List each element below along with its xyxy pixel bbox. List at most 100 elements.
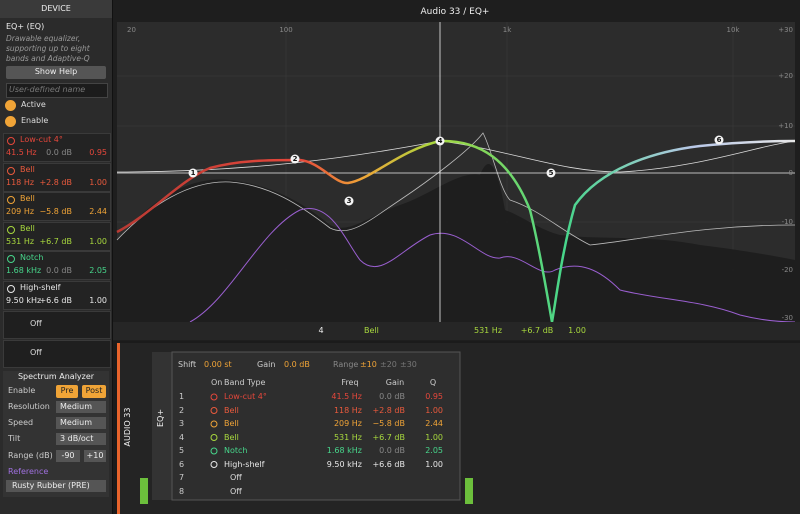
reference-select[interactable] <box>6 480 106 492</box>
row-type: High-shelf <box>224 459 265 469</box>
band-q: 2.44 <box>89 207 107 217</box>
band-gain: +2.8 dB <box>39 177 72 187</box>
analyzer-label: Tilt <box>8 434 21 443</box>
range-max-field[interactable] <box>84 450 106 462</box>
row-type: Off <box>230 486 242 496</box>
band-gain: +6.6 dB <box>39 296 72 305</box>
band-freq: 118 Hz <box>6 177 35 187</box>
band-type: High-shelf <box>20 283 61 292</box>
name-input[interactable] <box>6 83 108 98</box>
band-box[interactable] <box>3 133 111 162</box>
db-label: 0 <box>788 169 793 177</box>
range-option: ±20 <box>380 360 397 369</box>
band-type: Bell <box>20 223 35 233</box>
row-freq: 209 Hz <box>333 419 362 428</box>
enable-toggle[interactable] <box>5 116 16 127</box>
band-q: 1.00 <box>89 296 107 305</box>
band-marker-label: 3 <box>346 197 352 205</box>
speed-select[interactable] <box>56 417 106 429</box>
band-power[interactable] <box>7 285 15 293</box>
range-label: Range <box>333 360 359 369</box>
band-marker-label: 2 <box>292 155 298 163</box>
band-gain: 0.0 dB <box>46 148 72 157</box>
selected-q: 1.00 <box>568 326 586 335</box>
band-marker-label: 5 <box>548 169 554 177</box>
band-freq: 209 Hz <box>6 207 35 217</box>
row-q: 1.00 <box>425 432 443 442</box>
row-power <box>210 434 218 441</box>
pre-button[interactable] <box>56 385 78 398</box>
band-box[interactable] <box>3 221 111 251</box>
band-box[interactable] <box>3 162 111 192</box>
band-box[interactable] <box>3 310 111 339</box>
band-marker <box>435 136 445 146</box>
row-type: Notch <box>224 446 248 455</box>
post-button[interactable] <box>82 385 106 398</box>
enable-label: Enable <box>21 116 49 125</box>
row-number: 2 <box>179 405 185 415</box>
selected-gain: +6.7 dB <box>520 326 554 335</box>
track-accent <box>117 343 120 514</box>
row-q: 1.00 <box>425 405 443 415</box>
band-type: Bell <box>20 164 35 174</box>
band-power[interactable] <box>7 255 15 264</box>
row-type: Low-cut 4° <box>224 392 267 401</box>
column-header: Band Type <box>224 378 266 387</box>
resolution-select[interactable] <box>56 401 106 413</box>
band-box[interactable] <box>3 251 111 281</box>
range-max: +10 <box>86 451 104 460</box>
row-q: 0.95 <box>425 392 443 401</box>
analyzer-line <box>189 207 796 323</box>
band-q: 2.05 <box>89 266 107 276</box>
band-power[interactable] <box>7 137 15 145</box>
row-number: 1 <box>179 392 185 401</box>
analyzer-label: Enable <box>8 386 36 395</box>
column-header: Gain <box>385 378 405 387</box>
range-option: ±30 <box>400 360 417 369</box>
band-freq: 41.5 Hz <box>6 148 37 157</box>
band-q: 1.00 <box>89 177 107 187</box>
range-min-field[interactable] <box>56 450 80 462</box>
band-power[interactable] <box>7 166 15 175</box>
band-freq: 9.50 kHz <box>6 296 42 305</box>
row-q: 2.44 <box>425 419 443 428</box>
band-curve <box>116 140 796 173</box>
row-power <box>210 420 218 428</box>
tilt-select[interactable] <box>56 433 106 445</box>
spectrum-fill <box>117 163 795 322</box>
post-label: Post <box>85 386 103 395</box>
db-label: -30 <box>781 314 793 322</box>
selected-type: Bell <box>364 326 379 335</box>
band-power[interactable] <box>7 196 15 205</box>
row-freq: 41.5 Hz <box>331 392 362 401</box>
show-help-button[interactable] <box>6 66 106 79</box>
db-label: +20 <box>778 72 793 80</box>
band-marker <box>714 135 724 145</box>
tilt-value: 3 dB/oct <box>60 434 94 443</box>
row-freq: 9.50 kHz <box>326 459 362 469</box>
band-marker-label: 1 <box>190 169 196 177</box>
band-box[interactable] <box>3 340 111 369</box>
panel-header <box>0 0 112 18</box>
band-type: Notch <box>20 253 44 263</box>
gain-label: Gain <box>257 360 276 369</box>
band-box[interactable] <box>3 281 111 310</box>
band-type: Bell <box>20 194 35 204</box>
band-freq: 1.68 kHz <box>6 266 42 276</box>
freq-label: 100 <box>279 26 293 34</box>
eq-curve <box>116 139 796 323</box>
reference-value: Rusty Rubber (PRE) <box>12 481 90 490</box>
output-meter <box>465 478 473 504</box>
input-meter <box>140 478 148 504</box>
freq-label: 10k <box>726 26 740 34</box>
band-power[interactable] <box>7 225 15 234</box>
band-freq: 531 Hz <box>6 236 35 246</box>
track-name: AUDIO 33 <box>123 407 132 447</box>
row-freq: 531 Hz <box>333 432 362 442</box>
active-toggle[interactable] <box>5 100 16 111</box>
device-label: EQ+ <box>156 408 165 428</box>
band-box[interactable] <box>3 192 111 222</box>
row-q: 1.00 <box>425 459 443 469</box>
